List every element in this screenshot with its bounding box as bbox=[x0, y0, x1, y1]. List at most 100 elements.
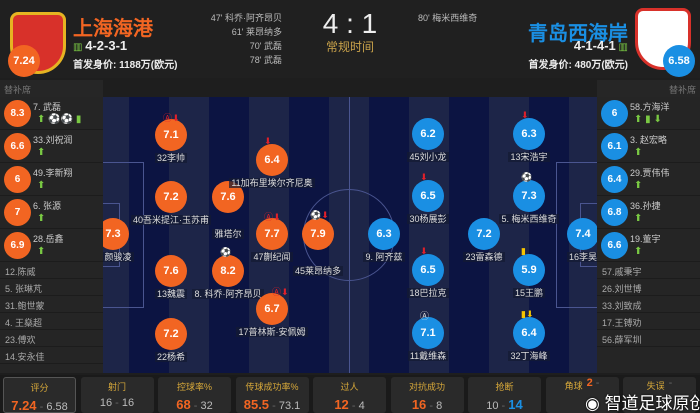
home-penalty-box bbox=[103, 162, 144, 308]
bench-player[interactable]: 14.安永佳 bbox=[0, 347, 103, 364]
bench-player[interactable]: 23.傅欢 bbox=[0, 330, 103, 347]
bench-player[interactable]: 31.鲍世蒙 bbox=[0, 296, 103, 313]
player-name: 49.李新翔 bbox=[33, 168, 73, 178]
stat-values: 7.24 - 6.58 bbox=[4, 398, 75, 413]
player-label: 45莱昂纳多 bbox=[238, 264, 398, 277]
player-name: 28.岳鑫 bbox=[33, 234, 64, 244]
player-name: 8. 科乔·阿齐昂贝 bbox=[192, 289, 264, 299]
player-label: 45刘小龙 bbox=[348, 150, 508, 163]
player-rating: 6.3 bbox=[368, 218, 400, 250]
player-label: 8. 科乔·阿齐昂贝 bbox=[148, 287, 308, 300]
goal-event: 80' 梅米西维奇 bbox=[418, 13, 478, 23]
stat-panel[interactable]: 对抗成功 16 - 8 bbox=[390, 377, 464, 413]
player-label: 1. 颜骏凌 bbox=[103, 250, 193, 263]
away-penalty-box bbox=[556, 162, 597, 308]
stat-panel[interactable]: 过人 12 - 4 bbox=[313, 377, 386, 413]
stat-panel[interactable]: 评分 7.24 - 6.58 bbox=[3, 377, 76, 413]
stat-home-value: 85.5 bbox=[243, 397, 270, 412]
home-team-name[interactable]: 上海海港 bbox=[73, 18, 153, 40]
player-name: 47蒯纪闻 bbox=[251, 252, 293, 262]
away-squad-value: 首发身价: 480万(欧元) bbox=[528, 60, 628, 71]
player-name: 3. 赵宏略 bbox=[630, 135, 668, 145]
bench-player[interactable]: 33.刘致成 bbox=[597, 296, 700, 313]
stat-panel[interactable]: 抢断 10 - 14 bbox=[468, 377, 541, 413]
player-event-icons: Ⓐ⬇ bbox=[163, 113, 180, 123]
substitute-item[interactable]: 6.9 28.岳鑫 ⬆ bbox=[0, 229, 103, 262]
player-rating: 6.5 bbox=[412, 180, 444, 212]
substitute-item[interactable]: 7 6. 张源 ⬆ bbox=[0, 196, 103, 229]
away-team-name[interactable]: 青岛西海岸 bbox=[528, 23, 628, 45]
player-rating: 6 bbox=[601, 100, 628, 127]
stat-panel[interactable]: 传球成功率% 85.5 - 73.1 bbox=[235, 377, 309, 413]
stat-title: 射门 bbox=[107, 382, 126, 392]
player-name: 6. 张源 bbox=[33, 201, 62, 211]
player-name: 23雷森德 bbox=[463, 252, 505, 262]
player-rating: 6.6 bbox=[4, 133, 31, 160]
substitute-item[interactable]: 6 49.李新翔 ⬆ bbox=[0, 163, 103, 196]
stat-title: 控球率% bbox=[176, 382, 212, 392]
player-name: 7. 武磊 bbox=[33, 102, 62, 112]
event-icons: ⬆ ▮ ⬇ bbox=[634, 114, 662, 125]
player-label: 13宋浩宇 bbox=[449, 150, 597, 163]
stat-values: 85.5 - 73.1 bbox=[236, 397, 309, 412]
player-rating: 6.7 bbox=[256, 293, 288, 325]
stat-home-value: 16 bbox=[411, 397, 427, 412]
away-bench-title: 替补席 bbox=[597, 80, 700, 97]
bench-player[interactable]: 56.薛军圳 bbox=[597, 330, 700, 347]
bench-player[interactable]: 57.戚秉宇 bbox=[597, 262, 700, 279]
player-rating: 6.2 bbox=[412, 118, 444, 150]
formation-icon: ▥ bbox=[73, 42, 86, 53]
bench-player[interactable]: 26.刘世博 bbox=[597, 279, 700, 296]
substitute-item[interactable]: 6.6 19.董宇 ⬆ bbox=[597, 229, 700, 262]
substitute-item[interactable]: 6.8 36.孙捷 ⬆ bbox=[597, 196, 700, 229]
player-rating: 6.9 bbox=[4, 232, 31, 259]
player-name: 32李帅 bbox=[154, 153, 187, 163]
event-icons: ⬆ bbox=[37, 180, 46, 191]
player-event-icons: ⚽⬇ bbox=[310, 210, 329, 220]
player-label: 5. 梅米西维奇 bbox=[449, 212, 597, 225]
substitute-item[interactable]: 6.6 33.刘祝润 ⬆ bbox=[0, 130, 103, 163]
bench-player[interactable]: 5. 张琳芃 bbox=[0, 279, 103, 296]
substitute-item[interactable]: 6.4 29.贾伟伟 ⬆ bbox=[597, 163, 700, 196]
stat-panel[interactable]: 射门 16 - 16 bbox=[80, 377, 154, 413]
player-rating: 8.2 bbox=[212, 255, 244, 287]
goal-event: 61' 莱昂纳多 bbox=[231, 27, 282, 37]
home-bench-title: 替补席 bbox=[0, 80, 103, 97]
home-formation-value: 4-2-3-1 bbox=[85, 38, 128, 53]
goal-event: 70' 武磊 bbox=[249, 41, 282, 51]
player-name: 32丁海峰 bbox=[508, 351, 550, 361]
player-rating: 7.2 bbox=[468, 218, 500, 250]
player-rating: 7.4 bbox=[567, 218, 597, 250]
away-formation: 4-1-4-1 ▥ bbox=[574, 38, 628, 53]
player-event-icons: Ⓐ⬇ bbox=[272, 287, 289, 297]
stat-home-value: 68 bbox=[176, 397, 191, 412]
stat-away-value: 8 bbox=[436, 400, 443, 412]
substitute-item[interactable]: 6 58.方海洋 ⬆ ▮ ⬇ bbox=[597, 97, 700, 130]
substitute-item[interactable]: 8.3 7. 武磊 ⬆ ⚽⚽ ▮ bbox=[0, 97, 103, 130]
player-label: 13魏震 bbox=[103, 287, 251, 300]
stat-panel[interactable]: 控球率% 68 - 32 bbox=[158, 377, 231, 413]
stat-title: 角球 bbox=[564, 381, 583, 391]
player-event-icons: ⬇ bbox=[420, 246, 428, 256]
stat-away-value: 16 bbox=[121, 397, 135, 409]
stats-bar: 评分 7.24 - 6.58 射门 16 - 16 控球率% 68 - 32 传球成功率% 8… bbox=[0, 375, 700, 413]
player-label: 9. 阿齐兹 bbox=[304, 250, 464, 263]
player-name: 1. 颜骏凌 bbox=[103, 252, 134, 262]
stat-title: 过人 bbox=[340, 382, 359, 392]
substitute-item[interactable]: 6.1 3. 赵宏略 ⬆ bbox=[597, 130, 700, 163]
stat-panel[interactable]: 失误 - bbox=[623, 377, 696, 413]
stat-panel[interactable]: 角球 2 - bbox=[545, 377, 619, 413]
score: 4 : 1 bbox=[322, 8, 378, 39]
home-goal-list: 47' 科乔·阿齐昂贝 61' 莱昂纳多 70' 武磊 78' 武磊 bbox=[211, 11, 282, 67]
bench-player[interactable]: 4. 王燊超 bbox=[0, 313, 103, 330]
home-squad-value: 首发身价: 1188万(欧元) bbox=[73, 60, 178, 71]
bench-player[interactable]: 12.陈威 bbox=[0, 262, 103, 279]
player-label: 雅塔尔 bbox=[148, 227, 308, 240]
home-formation: ▥ 4-2-3-1 bbox=[73, 38, 127, 53]
player-label: 32丁海峰 bbox=[449, 349, 597, 362]
player-label: 16李昊 bbox=[503, 250, 597, 263]
weibo-icon: ◉ bbox=[585, 394, 605, 413]
watermark: ◉ 智道足球原创 bbox=[585, 394, 700, 413]
bench-player[interactable]: 17.王镈劝 bbox=[597, 313, 700, 330]
stat-title: 评分 bbox=[30, 383, 49, 393]
